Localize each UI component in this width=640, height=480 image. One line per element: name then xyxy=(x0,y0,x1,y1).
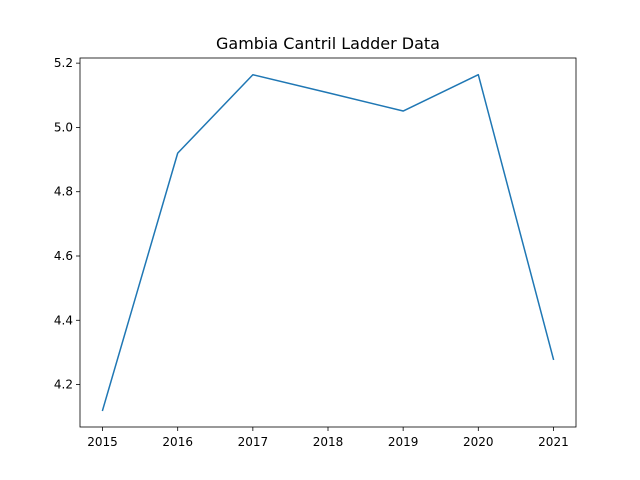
y-axis: 4.2 4.4 4.6 4.8 5.0 5.2 xyxy=(54,56,80,392)
series-layer xyxy=(101,73,555,412)
x-tick-label: 2018 xyxy=(313,435,344,449)
x-tick-label: 2020 xyxy=(463,435,494,449)
y-tick-label: 5.0 xyxy=(54,120,73,134)
y-tick-label: 5.2 xyxy=(54,56,73,70)
y-tick-label: 4.6 xyxy=(54,249,73,263)
x-tick-label: 2021 xyxy=(538,435,569,449)
y-tick-label: 4.2 xyxy=(54,378,73,392)
y-tick-label: 4.8 xyxy=(54,185,73,199)
x-axis: 2015 2016 2017 2018 2019 2020 2021 xyxy=(87,427,569,449)
x-tick-label: 2017 xyxy=(238,435,269,449)
x-tick-label: 2015 xyxy=(87,435,118,449)
chart-title: Gambia Cantril Ladder Data xyxy=(216,34,440,53)
plot-frame xyxy=(79,57,577,428)
x-tick-label: 2019 xyxy=(388,435,419,449)
x-tick-label: 2016 xyxy=(162,435,193,449)
y-tick-label: 4.4 xyxy=(54,313,73,327)
